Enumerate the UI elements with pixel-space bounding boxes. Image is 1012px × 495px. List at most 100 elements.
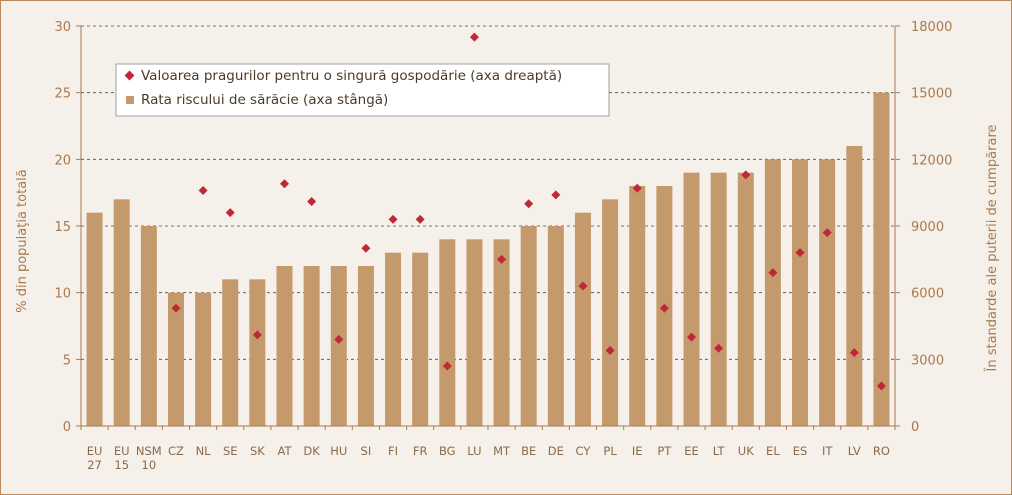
- bar: [710, 172, 727, 426]
- category-label: EU 27: [87, 444, 103, 472]
- category-label: UK: [738, 444, 754, 458]
- bar: [737, 172, 754, 426]
- category-label: AT: [278, 444, 293, 458]
- marker-point: [659, 303, 669, 313]
- bar-series: [86, 92, 890, 427]
- bar: [357, 266, 374, 426]
- category-label: EL: [766, 444, 780, 458]
- bar: [873, 92, 890, 427]
- bar: [195, 292, 212, 426]
- bar: [167, 292, 184, 426]
- legend-label-threshold: Valoarea pragurilor pentru o singură gos…: [141, 68, 562, 84]
- left-tick-label: 0: [63, 420, 71, 435]
- right-tick-label: 15000: [911, 87, 952, 102]
- category-label: LT: [713, 444, 726, 458]
- bar: [303, 266, 320, 426]
- category-labels: EU 27 EU 15 NSM 10 CZ NL SE SK AT DK HU SI FI FR BG LU MT B…: [87, 444, 890, 472]
- marker-series: [171, 32, 886, 391]
- marker-point: [388, 214, 398, 224]
- marker-point: [632, 183, 642, 193]
- bar: [466, 239, 483, 426]
- legend: Valoarea pragurilor pentru o singură gos…: [115, 63, 610, 117]
- marker-point: [768, 268, 778, 278]
- category-label: BG: [439, 444, 456, 458]
- category-label: SI: [361, 444, 372, 458]
- bar: [330, 266, 347, 426]
- category-label: FI: [388, 444, 398, 458]
- right-tick-label: 9000: [911, 220, 944, 235]
- category-label: DE: [548, 444, 564, 458]
- bar: [574, 212, 591, 426]
- bar: [602, 199, 619, 426]
- right-tick-label: 18000: [911, 20, 952, 35]
- axes: [76, 25, 900, 430]
- bar: [764, 159, 781, 427]
- bar: [249, 279, 266, 426]
- grid-lines: [81, 25, 895, 360]
- bar: [846, 146, 863, 426]
- marker-point: [334, 334, 344, 344]
- marker-point: [524, 199, 534, 209]
- category-label: HU: [330, 444, 347, 458]
- legend-bar-symbol: [126, 96, 134, 104]
- bar: [140, 226, 157, 426]
- category-label: LV: [848, 444, 861, 458]
- category-label: SK: [250, 444, 265, 458]
- category-label: LU: [467, 444, 481, 458]
- category-label: NSM 10: [136, 444, 162, 472]
- marker-point: [252, 330, 262, 340]
- bar: [547, 226, 564, 426]
- category-label: IT: [822, 444, 833, 458]
- left-tick-label: 30: [54, 20, 71, 35]
- legend-box: [115, 63, 610, 117]
- category-label: NL: [196, 444, 212, 458]
- category-label: EE: [684, 444, 699, 458]
- bar: [412, 252, 429, 426]
- right-tick-label: 3000: [911, 353, 944, 368]
- category-label: BE: [521, 444, 536, 458]
- bar: [792, 159, 809, 427]
- right-tick-label: 0: [911, 420, 919, 435]
- bar: [439, 239, 456, 426]
- marker-point: [307, 197, 317, 207]
- bar: [629, 186, 646, 426]
- left-axis-title: % din populaţia totală: [15, 169, 30, 313]
- left-tick-label: 10: [54, 287, 71, 302]
- legend-marker-symbol: [124, 70, 135, 81]
- marker-point: [415, 214, 425, 224]
- bar: [276, 266, 293, 426]
- category-label: EU 15: [114, 444, 130, 472]
- left-axis-ticks: 0 5 10 15 20 25 30: [54, 20, 71, 435]
- marker-point: [849, 348, 859, 358]
- marker-point: [361, 243, 371, 253]
- bar: [222, 279, 239, 426]
- category-label: RO: [873, 444, 890, 458]
- category-label: SE: [223, 444, 238, 458]
- category-label: MT: [493, 444, 511, 458]
- marker-point: [822, 228, 832, 238]
- right-tick-label: 6000: [911, 287, 944, 302]
- marker-point: [280, 179, 289, 189]
- category-label: IE: [632, 444, 643, 458]
- bar: [113, 199, 130, 426]
- category-label: CY: [576, 444, 592, 458]
- left-tick-label: 20: [54, 153, 71, 168]
- bar: [493, 239, 510, 426]
- right-tick-label: 12000: [911, 153, 952, 168]
- category-label: PL: [603, 444, 617, 458]
- category-label: ES: [793, 444, 808, 458]
- bar: [385, 252, 402, 426]
- marker-point: [795, 248, 805, 258]
- bar: [520, 226, 537, 426]
- bar: [683, 172, 700, 426]
- marker-point: [687, 332, 696, 342]
- left-tick-label: 15: [54, 220, 71, 235]
- marker-point: [605, 345, 615, 355]
- category-label: PT: [657, 444, 672, 458]
- legend-label-poverty-rate: Rata riscului de sărăcie (axa stângă): [141, 92, 388, 108]
- bar: [86, 212, 103, 426]
- category-label: DK: [303, 444, 320, 458]
- marker-point: [876, 381, 886, 391]
- marker-point: [551, 190, 561, 200]
